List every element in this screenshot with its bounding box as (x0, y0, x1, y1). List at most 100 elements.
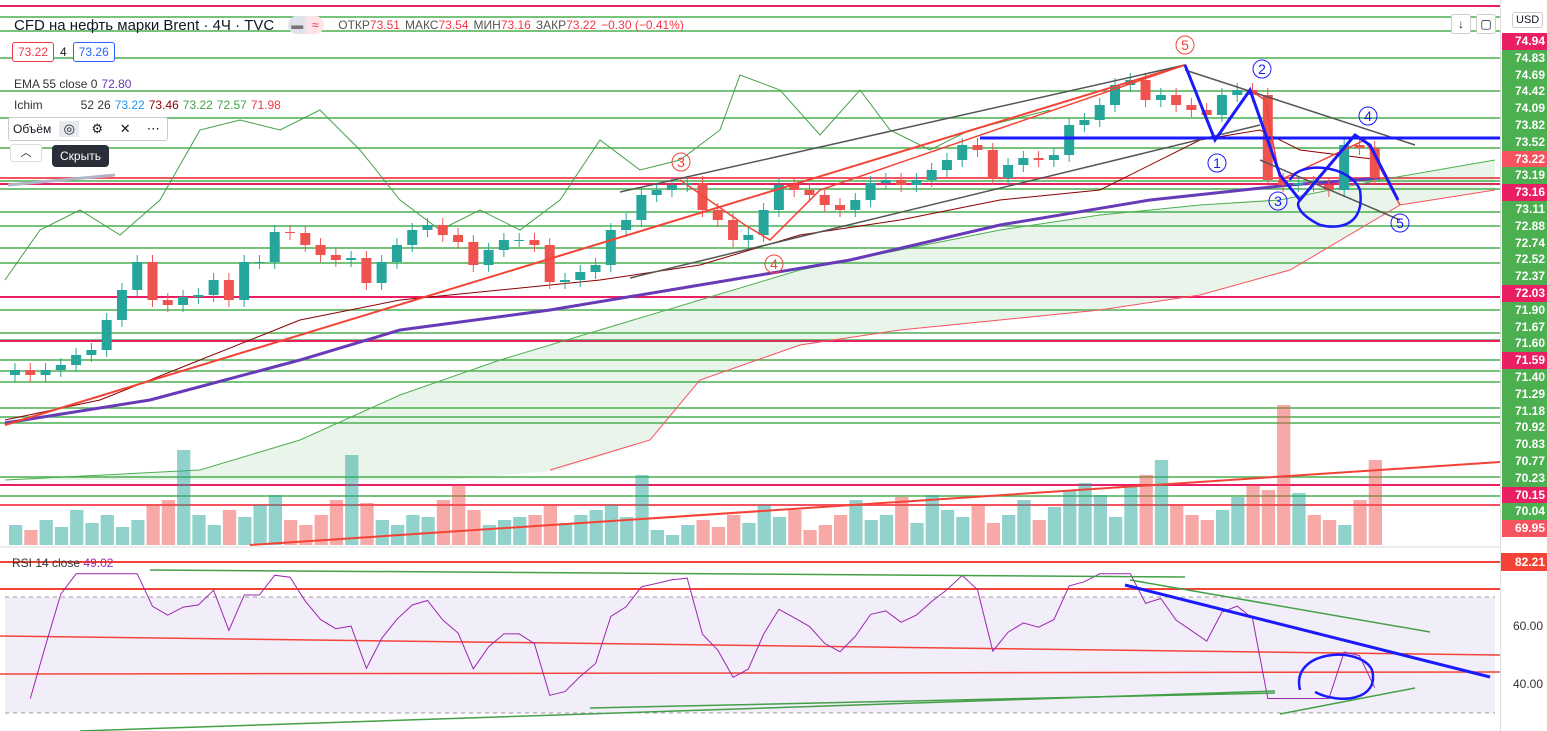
price-level-label: 73.22 (1502, 150, 1547, 168)
volume-bar (1002, 515, 1016, 545)
price-level-label: 73.19 (1502, 167, 1547, 185)
rsi-axis-label: 60.00 (1512, 619, 1543, 633)
candle-body (1140, 80, 1151, 100)
price-axis[interactable]: 74.94 74.83 74.69 74.42 74.09 73.82 73.52 73.22… (1500, 0, 1547, 731)
candle-body (346, 258, 357, 260)
volume-bar (360, 503, 374, 545)
hide-tooltip: Скрыть (52, 145, 109, 167)
candle-body (208, 280, 219, 295)
volume-bar (818, 525, 832, 545)
volume-bar (1154, 460, 1169, 545)
volume-bar (268, 495, 282, 545)
market-status[interactable]: ▬ ≈ (288, 16, 325, 34)
rsi-legend[interactable]: RSI 14 close 49.02 (12, 556, 114, 570)
wave-label-blue-4: 4 (1364, 108, 1372, 124)
ema-legend[interactable]: EMA 55 close 0 72.80 (14, 77, 132, 91)
volume-bar (895, 497, 909, 545)
volume-bar (436, 500, 451, 545)
candle-body (116, 290, 127, 320)
candle-body (1033, 158, 1044, 160)
price-level-label: 71.29 (1502, 385, 1547, 403)
candle-body (468, 242, 479, 265)
volume-bar (24, 530, 38, 545)
currency-button[interactable]: USD (1512, 12, 1544, 28)
volume-bar (1292, 493, 1306, 545)
wave-label-red-4: 4 (770, 256, 778, 272)
eye-icon[interactable]: ◎ (59, 121, 80, 137)
fullscreen-button[interactable]: ▢ (1476, 14, 1496, 34)
price-chart[interactable]: 5 3 4 2 1 3 4 5 (0, 0, 1500, 731)
candle-body (621, 220, 632, 230)
candle-body (300, 233, 311, 245)
volume-bar (1277, 405, 1291, 545)
volume-bar (589, 510, 603, 545)
volume-bar (925, 495, 939, 545)
candle-body (147, 262, 158, 300)
candle-body (361, 258, 372, 283)
candle-body (1155, 95, 1166, 100)
candle-body (758, 210, 769, 235)
volume-bar (665, 535, 680, 545)
volume-bar (711, 527, 726, 545)
candle-body (682, 183, 693, 185)
candle-body (285, 232, 295, 233)
candle-body (1354, 145, 1365, 148)
price-level-label: 71.90 (1502, 301, 1547, 319)
volume-bar (742, 523, 756, 545)
candle-body (55, 365, 66, 370)
volume-bar (1139, 475, 1153, 545)
volume-bar (879, 515, 894, 545)
candle-body (254, 262, 265, 263)
volume-bar (1307, 515, 1321, 545)
volume-bar (1017, 500, 1031, 545)
ichimoku-cloud (5, 160, 1495, 480)
gear-icon[interactable]: ⚙ (91, 121, 104, 136)
volume-bar (1032, 520, 1046, 545)
sell-button[interactable]: 73.22 (12, 42, 55, 62)
wave-labels: 5 3 4 2 1 3 4 5 (671, 35, 1410, 274)
volume-bar (696, 520, 710, 545)
rsi-line (29, 573, 1376, 699)
wave-label-blue-2: 2 (1258, 61, 1266, 77)
candle-body (391, 245, 402, 262)
volume-bar (635, 475, 649, 545)
volume-bar (757, 505, 771, 545)
scroll-down-button[interactable]: ↓ (1451, 14, 1471, 34)
candle-body (453, 235, 464, 242)
symbol-title[interactable]: CFD на нефть марки Brent · 4Ч · TVC (14, 16, 275, 34)
volume-bar (100, 515, 114, 545)
collapse-legend-button[interactable]: ︿ (10, 144, 42, 162)
candle-body (804, 190, 815, 195)
price-level-label: 70.23 (1502, 469, 1547, 487)
candle-body (1171, 95, 1182, 105)
volume-bar (497, 520, 512, 545)
volume-bar (345, 455, 359, 545)
volume-bars (9, 405, 1382, 545)
candle-body (575, 272, 586, 280)
buy-button[interactable]: 73.26 (72, 42, 115, 62)
price-level-label: 73.11 (1502, 200, 1547, 218)
volume-bar (849, 500, 863, 545)
volume-bar (727, 515, 741, 545)
volume-bar (177, 450, 191, 545)
candle-body (911, 180, 922, 185)
volume-bar (1109, 517, 1123, 545)
volume-bar (314, 515, 328, 545)
candle-body (483, 250, 494, 265)
price-level-label: 73.82 (1502, 116, 1547, 134)
ichimoku-legend[interactable]: Ichim 52 26 73.22 73.46 73.22 72.57 71.98 (14, 98, 281, 112)
price-level-label: 70.15 (1502, 486, 1547, 504)
volume-bar (1338, 525, 1352, 545)
close-icon[interactable]: ✕ (119, 121, 131, 136)
wave-label-blue-3: 3 (1274, 193, 1282, 209)
price-level-label: 72.74 (1502, 234, 1547, 252)
volume-bar (85, 523, 99, 545)
candle-body (865, 183, 876, 200)
price-level-label: 73.52 (1502, 133, 1547, 151)
price-level-label: 71.18 (1502, 402, 1547, 420)
more-icon[interactable]: ⋯ (146, 121, 160, 136)
ema-55-line (4, 176, 1381, 425)
candle-body (926, 170, 937, 180)
volume-bar (574, 515, 588, 545)
ichimoku-base (4, 129, 1381, 421)
